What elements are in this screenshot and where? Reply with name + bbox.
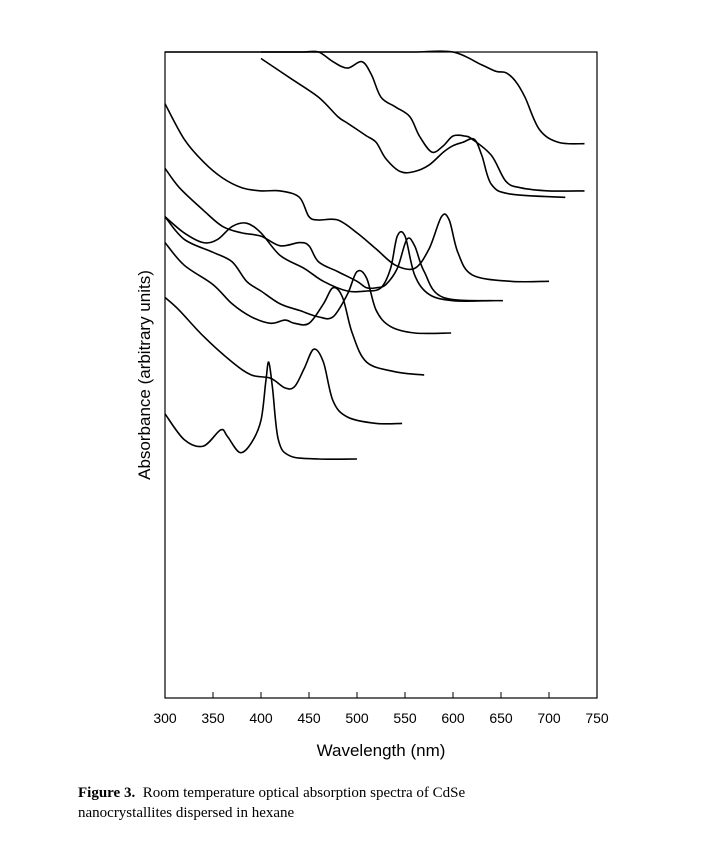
spectrum-curve-1 xyxy=(164,361,358,461)
x-tick-label-600: 600 xyxy=(441,710,465,726)
x-axis-ticks: 300 350 400 450 500 550 600 650 700 750 xyxy=(153,692,609,726)
x-tick-label-550: 550 xyxy=(393,710,417,726)
x-tick-label-300: 300 xyxy=(153,710,177,726)
x-tick-label-650: 650 xyxy=(489,710,513,726)
x-tick-label-700: 700 xyxy=(537,710,561,726)
y-axis-title: Absorbance (arbitrary units) xyxy=(135,270,154,480)
caption-text-2: nanocrystallites dispersed in hexane xyxy=(78,805,295,821)
x-axis-title: Wavelength (nm) xyxy=(317,741,446,760)
x-tick-label-400: 400 xyxy=(249,710,273,726)
x-tick-label-350: 350 xyxy=(201,710,225,726)
x-tick-label-750: 750 xyxy=(585,710,609,726)
spectrum-curve-10 xyxy=(260,50,585,145)
spectrum-curve-3 xyxy=(164,242,425,376)
caption-text-1: Room temperature optical absorption spec… xyxy=(142,785,466,801)
spectrum-curve-5 xyxy=(164,216,492,302)
spectrum-curve-9 xyxy=(164,50,585,192)
spectrum-curve-8 xyxy=(260,57,566,199)
spectrum-curve-7 xyxy=(164,103,550,283)
spectrum-curve-4 xyxy=(164,216,452,335)
plot-frame xyxy=(164,51,598,699)
x-tick-label-500: 500 xyxy=(345,710,369,726)
figure-label: Figure 3. xyxy=(78,785,136,801)
spectra-curves xyxy=(164,50,585,461)
caption-line-1: Figure 3. Room temperature optical absor… xyxy=(78,783,668,803)
spectrum-curve-2 xyxy=(164,296,403,425)
spectrum-curve-6 xyxy=(164,167,503,302)
figure-caption: Figure 3. Room temperature optical absor… xyxy=(78,783,668,823)
x-tick-label-450: 450 xyxy=(297,710,321,726)
